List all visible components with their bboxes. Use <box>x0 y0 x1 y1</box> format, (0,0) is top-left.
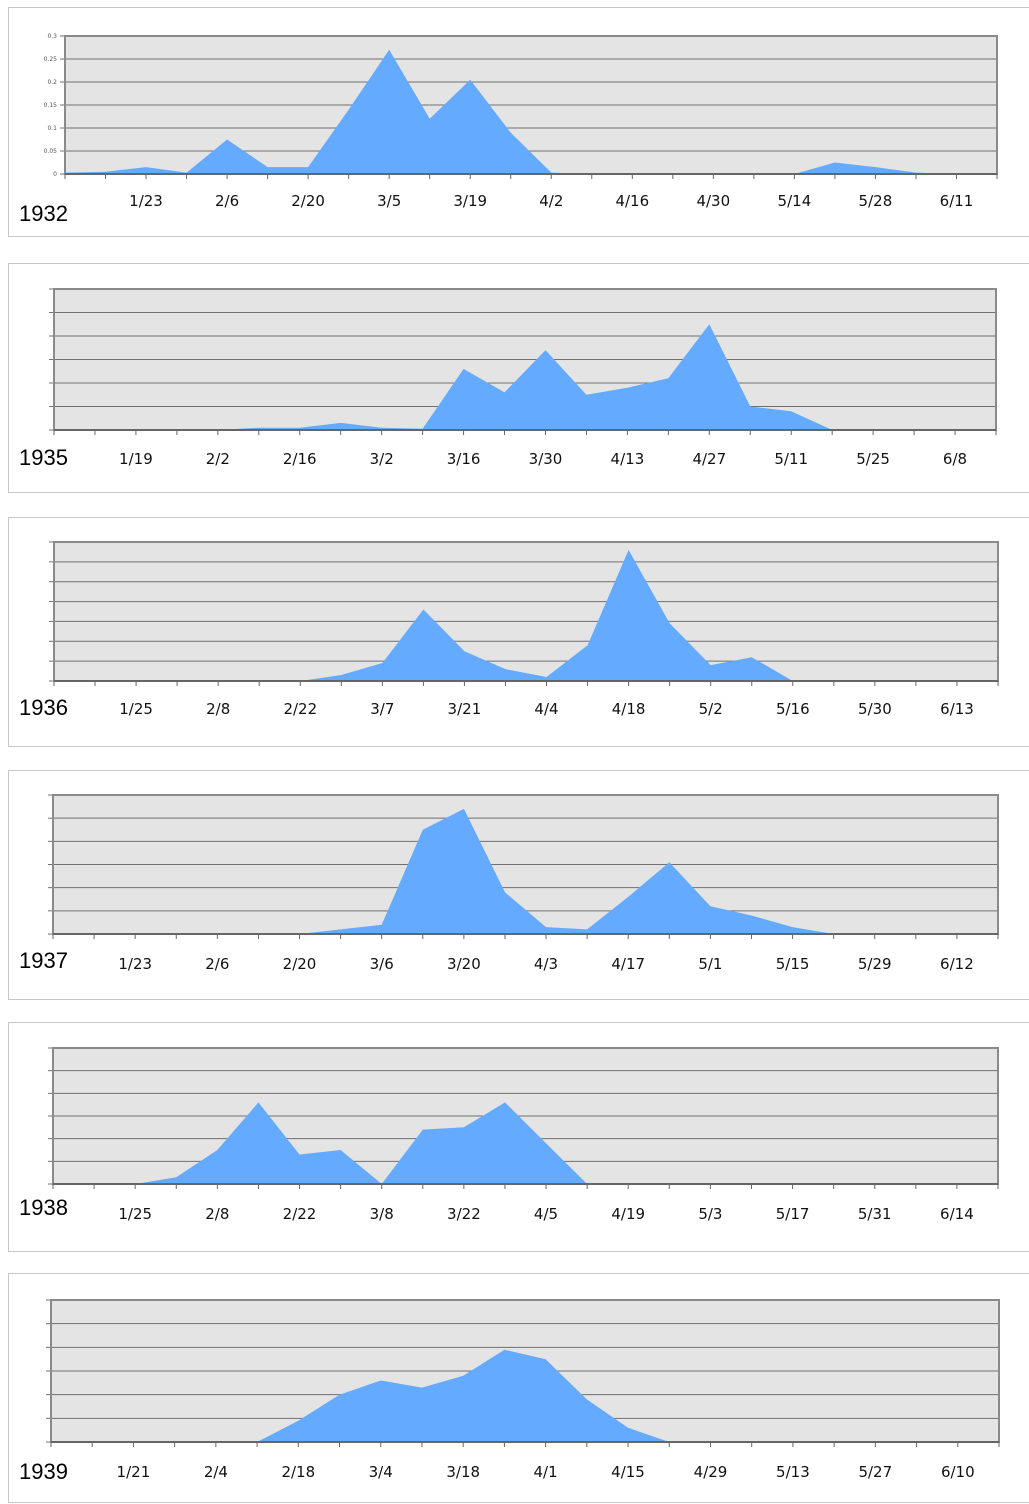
x-tick-label: 6/10 <box>941 1463 975 1481</box>
area-chart-1939: 1/21 2/4 2/18 3/4 3/18 4/1 4/15 4/29 5/13 5/27 6/1… <box>9 1274 1029 1504</box>
y-tick-label: 0.15 <box>44 102 58 109</box>
x-tick-label: 1/21 <box>117 1463 151 1481</box>
x-tick-label: 5/27 <box>858 1463 892 1481</box>
x-tick-label: 4/4 <box>534 700 558 718</box>
x-tick-label: 4/18 <box>612 700 646 718</box>
x-tick-label: 3/21 <box>448 700 482 718</box>
y-tick-label: 0 <box>53 171 57 178</box>
x-tick-label: 5/31 <box>858 1205 892 1223</box>
y-tick-label: 0.1 <box>47 125 57 132</box>
x-tick-label: 5/30 <box>858 700 892 718</box>
x-tick-label: 6/13 <box>940 700 974 718</box>
x-tick-label: 4/2 <box>539 192 563 210</box>
x-tick-label: 4/17 <box>611 955 645 973</box>
x-tick-label: 3/16 <box>447 450 481 468</box>
x-tick-label: 6/11 <box>940 192 974 210</box>
x-tick-label: 3/7 <box>370 700 394 718</box>
chart-panel-1939: 1/21 2/4 2/18 3/4 3/18 4/1 4/15 4/29 5/13 5/27 6/1… <box>8 1273 1029 1503</box>
x-tick-label: 6/14 <box>940 1205 974 1223</box>
x-tick-label: 4/5 <box>534 1205 558 1223</box>
x-tick-label: 2/18 <box>281 1463 315 1481</box>
x-tick-label: 5/17 <box>776 1205 810 1223</box>
x-tick-label: 5/13 <box>776 1463 810 1481</box>
x-tick-label: 6/12 <box>940 955 974 973</box>
y-tick-label: 0.25 <box>44 56 58 63</box>
year-label: 1936 <box>19 695 68 721</box>
x-tick-label: 1/25 <box>119 700 153 718</box>
plot-background <box>54 542 998 681</box>
x-tick-label: 4/15 <box>611 1463 645 1481</box>
x-tick-label: 1/19 <box>119 450 153 468</box>
x-tick-label: 2/6 <box>205 955 229 973</box>
x-tick-label: 1/23 <box>118 955 152 973</box>
x-tick-label: 4/13 <box>611 450 645 468</box>
x-tick-label: 4/3 <box>534 955 558 973</box>
x-tick-label: 5/14 <box>778 192 812 210</box>
x-tick-label: 2/20 <box>291 192 325 210</box>
x-tick-label: 4/30 <box>696 192 730 210</box>
x-tick-label: 4/16 <box>615 192 649 210</box>
x-tick-label: 2/22 <box>283 1205 317 1223</box>
chart-panel-1937: 1/23 2/6 2/20 3/6 3/20 4/3 4/17 5/1 5/15 5/29 6/12… <box>8 770 1029 1000</box>
area-chart-1938: 1/25 2/8 2/22 3/8 3/22 4/5 4/19 5/3 5/17 5/31 6/14 <box>9 1023 1029 1253</box>
year-label: 1935 <box>19 445 68 471</box>
year-label: 1938 <box>19 1195 68 1221</box>
y-tick-label: 0.3 <box>47 33 57 40</box>
x-tick-label: 2/16 <box>283 450 317 468</box>
x-tick-label: 3/2 <box>370 450 394 468</box>
x-tick-label: 2/22 <box>283 700 317 718</box>
chart-panel-1936: 1/25 2/8 2/22 3/7 3/21 4/4 4/18 5/2 5/16 5/30 6/13… <box>8 517 1029 747</box>
x-tick-label: 3/20 <box>447 955 481 973</box>
x-tick-label: 5/2 <box>699 700 723 718</box>
x-tick-label: 2/6 <box>215 192 239 210</box>
x-tick-label: 1/25 <box>118 1205 152 1223</box>
area-chart-1936: 1/25 2/8 2/22 3/7 3/21 4/4 4/18 5/2 5/16 5/30 6/13 <box>9 518 1029 748</box>
y-tick-label: 0.05 <box>44 148 58 155</box>
x-tick-label: 4/1 <box>534 1463 558 1481</box>
year-label: 1939 <box>19 1459 68 1485</box>
x-tick-label: 5/16 <box>776 700 810 718</box>
x-tick-label: 5/15 <box>776 955 810 973</box>
chart-panel-1938: 1/25 2/8 2/22 3/8 3/22 4/5 4/19 5/3 5/17 5/31 6/14… <box>8 1022 1029 1252</box>
y-tick-label: 0.2 <box>47 79 57 86</box>
x-tick-label: 3/4 <box>369 1463 393 1481</box>
x-tick-label: 3/22 <box>447 1205 481 1223</box>
x-tick-label: 2/4 <box>204 1463 228 1481</box>
x-tick-label: 3/5 <box>377 192 401 210</box>
area-chart-1935: 1/19 2/2 2/16 3/2 3/16 3/30 4/13 4/27 5/11 5/25 6/… <box>9 264 1029 494</box>
x-tick-label: 5/25 <box>856 450 890 468</box>
year-label: 1932 <box>19 201 68 227</box>
x-tick-label: 5/29 <box>858 955 892 973</box>
x-tick-label: 3/19 <box>453 192 487 210</box>
x-tick-label: 6/8 <box>943 450 967 468</box>
x-tick-label: 1/23 <box>129 192 163 210</box>
x-tick-label: 2/8 <box>205 1205 229 1223</box>
x-tick-label: 3/18 <box>446 1463 480 1481</box>
x-tick-label: 5/11 <box>774 450 808 468</box>
x-tick-label: 4/29 <box>694 1463 728 1481</box>
x-tick-label: 2/20 <box>283 955 317 973</box>
chart-panel-1935: 1/19 2/2 2/16 3/2 3/16 3/30 4/13 4/27 5/11 5/25 6/… <box>8 263 1029 493</box>
x-tick-label: 5/3 <box>698 1205 722 1223</box>
area-chart-1932: 0 0.05 0.1 0.15 0.2 0.25 0.3 1/23 2/6 2/20 3/5 3/19… <box>9 8 1029 238</box>
x-tick-label: 3/8 <box>370 1205 394 1223</box>
x-tick-label: 2/2 <box>206 450 230 468</box>
x-tick-label: 4/27 <box>692 450 726 468</box>
x-tick-label: 2/8 <box>206 700 230 718</box>
x-tick-label: 5/28 <box>859 192 893 210</box>
x-tick-label: 3/30 <box>529 450 563 468</box>
x-tick-label: 4/19 <box>611 1205 645 1223</box>
chart-panel-1932: 0 0.05 0.1 0.15 0.2 0.25 0.3 1/23 2/6 2/20 3/5 3/19… <box>8 7 1029 237</box>
x-tick-label: 5/1 <box>698 955 722 973</box>
year-label: 1937 <box>19 948 68 974</box>
area-chart-1937: 1/23 2/6 2/20 3/6 3/20 4/3 4/17 5/1 5/15 5/29 6/12 <box>9 771 1029 1001</box>
x-tick-label: 3/6 <box>370 955 394 973</box>
